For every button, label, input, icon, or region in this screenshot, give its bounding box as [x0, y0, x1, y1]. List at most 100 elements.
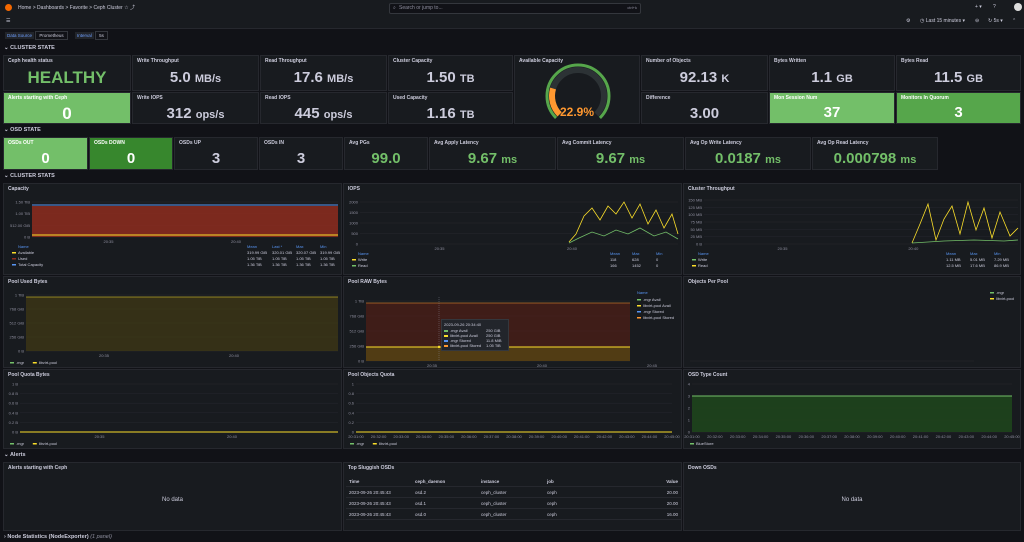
legend-value: 5.01 MB	[970, 257, 985, 262]
collapse-icon[interactable]: ⌃	[1012, 18, 1017, 24]
column-header[interactable]: Time	[346, 476, 412, 487]
y-tick-label: 1500	[349, 210, 359, 215]
legend-label: libvirt-pool Avail	[643, 303, 671, 308]
x-tick-label: 20:32:00	[371, 434, 387, 439]
column-header[interactable]: instance	[478, 476, 544, 487]
table-row: 2023-09-26 20:45:43 osd.2 ceph_cluster ceph…	[346, 486, 681, 498]
breadcrumb-ceph-cluster[interactable]: Ceph Cluster	[93, 5, 123, 11]
column-header[interactable]: job	[544, 476, 660, 487]
interval-select[interactable]: 5s	[95, 31, 108, 40]
x-tick-label: 20:42:00	[596, 434, 612, 439]
row-osd-state[interactable]: ⌄ OSD STATE	[4, 127, 41, 133]
legend-header: Max	[970, 251, 978, 256]
panel-sluggish-osds: Top Sluggish OSDs Time ceph_daemon insta…	[343, 462, 682, 531]
panel-title: Read IOPS	[265, 95, 291, 101]
value-number: 445	[294, 105, 320, 122]
stat-value: 11.5 GB	[897, 69, 1020, 86]
x-tick-label: 20:35	[434, 246, 445, 251]
table-cell: ceph_cluster	[478, 508, 544, 520]
row-cluster-stats[interactable]: ⌄ CLUSTER STATS	[4, 173, 55, 179]
legend-swatch	[637, 311, 641, 313]
panel-read-throughput: Read Throughput 17.6 MB/s	[260, 55, 387, 91]
table-cell: osd.2	[412, 486, 478, 498]
breadcrumb-favorite[interactable]: Favorite	[69, 5, 88, 11]
value-unit: ms	[900, 154, 917, 166]
legend-swatch	[990, 292, 994, 294]
zoom-out-icon[interactable]: ⊖	[975, 18, 980, 24]
gauge-value-text: 22.9%	[559, 105, 595, 119]
health-value: HEALTHY	[27, 68, 107, 87]
help-icon[interactable]: ?	[993, 4, 996, 10]
legend-value: 1.36 TiB	[272, 262, 287, 267]
table-row: 2023-09-26 20:45:43 osd.0 ceph_cluster ceph…	[346, 508, 681, 520]
x-tick-label: 20:35	[94, 434, 105, 439]
value-number: 92.13	[679, 69, 718, 86]
panel-title: Avg PGs	[349, 140, 370, 146]
time-range-picker[interactable]: ◷ Last 15 minutes ▾	[920, 18, 965, 24]
y-tick-label: 150 MB	[688, 198, 702, 203]
panel-cluster-capacity: Cluster Capacity 1.50 TB	[388, 55, 513, 91]
panel-title: Bytes Written	[774, 58, 807, 64]
table-cell: ceph	[544, 486, 660, 498]
panel-title: Read Throughput	[265, 58, 307, 64]
panel-objects-pool: .mgr libvirt-pool Objects Per Pool	[683, 276, 1021, 368]
grafana-logo-icon[interactable]	[5, 4, 12, 11]
x-tick-label: 20:38:00	[844, 434, 860, 439]
settings-icon[interactable]: ⚙	[906, 18, 911, 24]
osds-in-value: 3	[296, 150, 306, 167]
column-header[interactable]: ceph_daemon	[412, 476, 478, 487]
panel-pool-obj-quota: 1 0.8 0.6 0.4 0.2 0 20:31:00 20:32:00 20:33:00 20…	[343, 369, 682, 449]
legend-header: Min	[320, 244, 326, 249]
table-cell: 20.00	[660, 497, 681, 509]
row-cluster-state[interactable]: ⌄ CLUSTER STATE	[4, 45, 55, 51]
tooltip-swatch	[444, 344, 448, 347]
x-tick-label: 20:42:00	[936, 434, 952, 439]
star-icon[interactable]: ☆	[124, 5, 129, 11]
column-header[interactable]: Value	[660, 476, 681, 487]
panel-monitors-quorum: Monitors In Quorum 3	[896, 92, 1021, 124]
legend-swatch	[692, 259, 696, 261]
tooltip-row: libvirt-pool Stored 1.05 TiB	[444, 343, 506, 348]
panel-write-throughput: Write Throughput 5.0 MB/s	[132, 55, 259, 91]
refresh-icon[interactable]: ↻ 5s ▾	[988, 18, 1003, 24]
x-tick-label: 20:40	[537, 363, 548, 368]
x-tick-label: 20:36:00	[461, 434, 477, 439]
panel-read-iops: Read IOPS 445 ops/s	[260, 92, 387, 124]
panel-title: Monitors In Quorum	[901, 95, 949, 101]
y-tick-label: 256 GiB	[10, 335, 25, 340]
menu-icon[interactable]: ☰	[6, 18, 11, 24]
add-button[interactable]: + ▾	[975, 4, 982, 10]
share-icon[interactable]: ⤴	[129, 5, 135, 11]
breadcrumb-dashboards[interactable]: Dashboards	[37, 5, 65, 11]
panel-title: Avg Commit Latency	[562, 140, 612, 146]
breadcrumb-home[interactable]: Home	[18, 5, 32, 11]
y-tick-label: 0.2	[348, 420, 354, 425]
row-node-stats[interactable]: › Node Statistics (NodeExporter) (1 pane…	[4, 534, 112, 540]
legend-value: 320.01 GiB	[272, 250, 292, 255]
time-range-label: Last 15 minutes	[925, 18, 962, 24]
panel-title: Write IOPS	[137, 95, 163, 101]
legend-value: 166	[610, 263, 617, 268]
no-data-text: No data	[161, 496, 183, 503]
user-avatar[interactable]	[1014, 3, 1022, 11]
search-input[interactable]: ⌕ Search or jump to... ctrl+k	[389, 3, 641, 14]
value-number: 17.6	[293, 69, 323, 86]
value-unit: ms	[501, 154, 518, 166]
table-cell: 20.00	[660, 486, 681, 498]
legend-value: 0	[656, 257, 659, 262]
libvirt-pool-area	[26, 297, 338, 351]
panel-avg-pgs: Avg PGs 99.0	[344, 137, 428, 170]
datasource-select[interactable]: Prometheus	[35, 31, 68, 40]
value-number: 1.50	[426, 69, 456, 86]
row-alerts[interactable]: ⌄ Alerts	[4, 452, 26, 458]
refresh-interval[interactable]: 5s	[993, 18, 999, 24]
y-tick-label: 512 GiB	[10, 321, 25, 326]
panel-title: Write Throughput	[137, 58, 179, 64]
read-series-line	[911, 200, 1019, 244]
x-tick-label: 20:34:00	[753, 434, 769, 439]
panel-title: Down OSDs	[688, 465, 717, 471]
legend-label: .mgr	[16, 441, 25, 446]
y-tick-label: 0.4	[348, 410, 354, 415]
